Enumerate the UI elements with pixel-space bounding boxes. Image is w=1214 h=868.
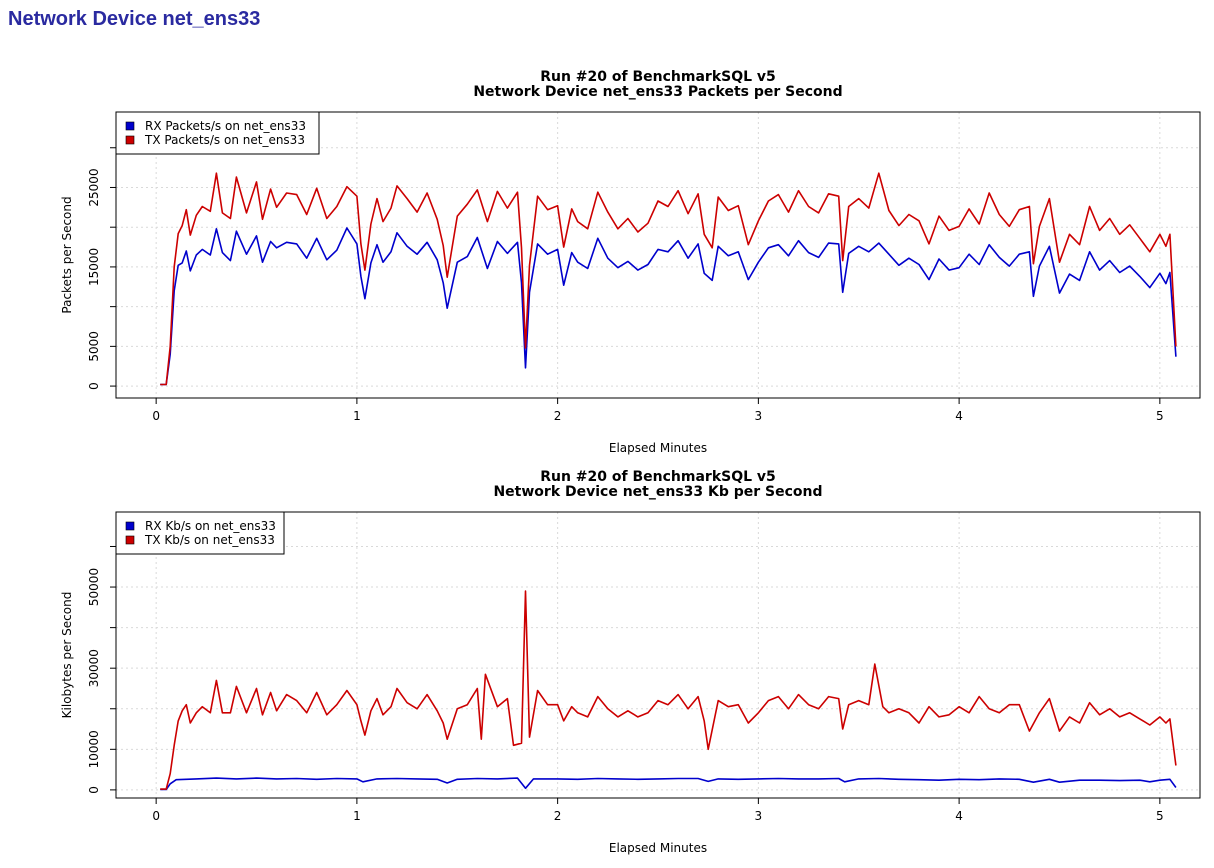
x-tick-label: 0 bbox=[152, 809, 160, 823]
series-line-rx bbox=[160, 227, 1177, 386]
x-tick-label: 3 bbox=[755, 409, 763, 423]
x-tick-label: 5 bbox=[1156, 409, 1164, 423]
x-tick-label: 1 bbox=[353, 809, 361, 823]
x-axis-label: Elapsed Minutes bbox=[609, 441, 707, 455]
legend-swatch-rx bbox=[125, 121, 135, 131]
x-tick-label: 4 bbox=[955, 409, 963, 423]
y-axis-label: Kilobytes per Second bbox=[60, 592, 74, 719]
chart-subtitle: Network Device net_ens33 Kb per Second bbox=[493, 484, 822, 500]
y-tick-label: 5000 bbox=[87, 331, 101, 362]
x-tick-label: 4 bbox=[955, 809, 963, 823]
y-tick-label: 50000 bbox=[87, 568, 101, 606]
plot-frame bbox=[115, 511, 1201, 799]
y-tick-label: 30000 bbox=[87, 649, 101, 687]
y-tick-label: 0 bbox=[87, 382, 101, 390]
y-tick-label: 25000 bbox=[87, 168, 101, 206]
legend-swatch-rx bbox=[125, 521, 135, 531]
series-line-tx bbox=[160, 172, 1177, 386]
legend-box bbox=[115, 111, 320, 155]
legend-swatch-tx bbox=[125, 535, 135, 545]
x-tick-label: 3 bbox=[755, 809, 763, 823]
legend-swatch-tx bbox=[125, 135, 135, 145]
series-line-rx bbox=[160, 777, 1177, 791]
y-tick-label: 0 bbox=[87, 786, 101, 794]
y-tick-label: 15000 bbox=[87, 248, 101, 286]
y-axis-label: Packets per Second bbox=[60, 196, 74, 313]
legend-label-tx: TX Packets/s on net_ens33 bbox=[144, 133, 305, 147]
x-tick-label: 0 bbox=[152, 409, 160, 423]
legend-box bbox=[115, 511, 285, 555]
x-tick-label: 2 bbox=[554, 809, 562, 823]
x-tick-label: 1 bbox=[353, 409, 361, 423]
legend-label-tx: TX Kb/s on net_ens33 bbox=[144, 533, 275, 547]
legend-label-rx: RX Kb/s on net_ens33 bbox=[145, 519, 276, 533]
x-tick-label: 2 bbox=[554, 409, 562, 423]
x-tick-label: 5 bbox=[1156, 809, 1164, 823]
chart-subtitle: Network Device net_ens33 Packets per Sec… bbox=[473, 84, 842, 100]
series-line-tx bbox=[160, 590, 1177, 790]
chart-title: Run #20 of BenchmarkSQL v5 bbox=[540, 469, 776, 485]
plot-frame bbox=[115, 111, 1201, 399]
chart-title: Run #20 of BenchmarkSQL v5 bbox=[540, 69, 776, 85]
x-axis-label: Elapsed Minutes bbox=[609, 841, 707, 855]
y-tick-label: 10000 bbox=[87, 730, 101, 768]
page-title: Network Device net_ens33 bbox=[8, 8, 261, 30]
legend-label-rx: RX Packets/s on net_ens33 bbox=[145, 119, 306, 133]
